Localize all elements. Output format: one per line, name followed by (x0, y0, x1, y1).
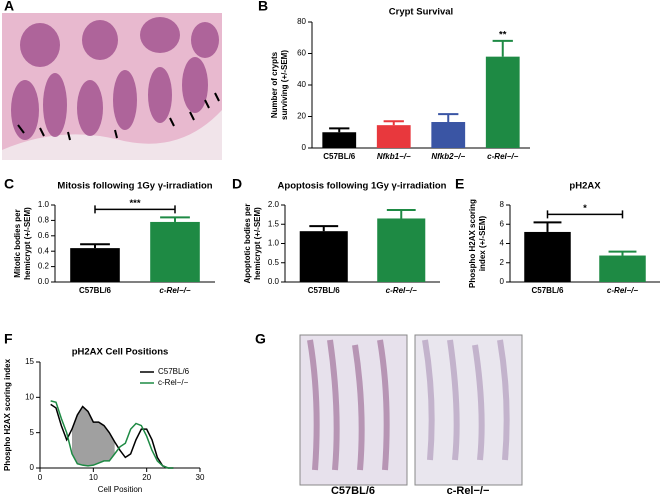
x-tick-label: c-Rel−/− (487, 152, 518, 161)
panel-label: C (4, 176, 14, 192)
chart-title: pH2AX Cell Positions (72, 347, 169, 358)
legend-label: C57BL/6 (158, 367, 190, 376)
y-tick-label: 40 (297, 80, 306, 89)
legend-label: c-Rel−/− (158, 378, 189, 387)
x-tick-label: c-Rel−/− (159, 286, 190, 295)
bar (431, 122, 466, 148)
y-tick-label: 4 (500, 239, 505, 248)
y-tick-label: 0.2 (38, 262, 50, 271)
bar (599, 255, 646, 282)
y-axis-label: hemicrypt (+/-SEM) (23, 207, 32, 280)
image-label: C57BL/6 (331, 485, 375, 497)
y-axis-label: surviving (+/-SEM) (280, 50, 289, 120)
panel-label: D (232, 176, 242, 192)
series-line (50, 400, 174, 469)
y-tick-label: 0.5 (268, 258, 280, 267)
micrograph-left (299, 334, 408, 486)
histology-image (2, 13, 222, 160)
bar (150, 221, 200, 282)
significance: * (583, 203, 587, 214)
y-tick-label: 10 (25, 392, 34, 401)
y-tick-label: 0.0 (268, 277, 280, 286)
y-tick-label: 2.0 (268, 200, 280, 209)
y-tick-label: 0 (500, 277, 505, 286)
y-tick-label: 0 (30, 463, 35, 472)
x-axis-label: Cell Position (98, 485, 142, 494)
chart-title: pH2AX (569, 181, 601, 192)
y-axis-label: Phospho H2AX scoring (468, 199, 477, 288)
y-axis-label: Mitotic bodies per (13, 209, 22, 277)
bracket (546, 210, 624, 219)
bar (322, 132, 357, 148)
significance: ** (499, 29, 507, 40)
x-tick-label: 10 (89, 473, 98, 482)
shaded-area (72, 406, 115, 466)
bar (485, 56, 520, 148)
y-tick-label: 20 (297, 112, 306, 121)
y-tick-label: 0.0 (38, 277, 50, 286)
x-tick-label: 0 (38, 473, 43, 482)
y-axis-label: hemicrypt (+/-SEM) (253, 207, 262, 280)
x-tick-label: C57BL/6 (79, 286, 112, 295)
y-tick-label: 5 (30, 428, 35, 437)
panel-label: E (455, 176, 464, 192)
x-tick-label: Nfkb1−/− (377, 152, 411, 161)
y-tick-label: 1.5 (268, 219, 280, 228)
panel-label: G (255, 331, 266, 347)
y-tick-label: 0 (302, 143, 307, 152)
y-axis-label: index (+/-SEM) (478, 215, 487, 271)
y-tick-label: 60 (297, 49, 306, 58)
y-tick-label: 0.4 (38, 246, 50, 255)
x-tick-label: C57BL/6 (323, 152, 356, 161)
y-axis-label: Phospho H2AX scoring index (3, 358, 12, 471)
y-tick-label: 0.8 (38, 216, 50, 225)
y-tick-label: 1.0 (268, 239, 280, 248)
panel-label: A (4, 0, 14, 14)
x-tick-label: C57BL/6 (531, 286, 564, 295)
micrograph-right (414, 334, 523, 486)
x-tick-label: C57BL/6 (308, 286, 341, 295)
bar (70, 248, 120, 282)
bar (377, 218, 426, 282)
x-tick-label: 20 (142, 473, 151, 482)
y-tick-label: 80 (297, 17, 306, 26)
x-tick-label: c-Rel−/− (386, 286, 417, 295)
y-axis-label: Number of crypts (270, 51, 279, 118)
chart-title: Crypt Survival (389, 7, 453, 18)
panel-label: F (4, 331, 13, 347)
panel-label: B (258, 0, 268, 14)
y-axis-label: Apoptotic bodies per (243, 204, 252, 284)
y-tick-label: 6 (500, 219, 505, 228)
x-tick-label: Nfkb2−/− (431, 152, 465, 161)
bar (524, 231, 571, 282)
y-tick-label: 15 (25, 357, 34, 366)
x-tick-label: c-Rel−/− (607, 286, 638, 295)
significance: *** (129, 198, 140, 209)
x-tick-label: 30 (196, 473, 205, 482)
chart-title: Apoptosis following 1Gy γ-irradiation (278, 181, 447, 192)
bar (299, 231, 348, 282)
series-line (50, 403, 174, 469)
y-tick-label: 0.6 (38, 231, 50, 240)
bar (376, 125, 411, 148)
chart-title: Mitosis following 1Gy γ-irradiation (57, 181, 212, 192)
y-tick-label: 1.0 (38, 200, 50, 209)
bracket (94, 205, 176, 214)
y-tick-label: 2 (500, 258, 505, 267)
y-tick-label: 8 (500, 200, 505, 209)
image-label: c-Rel−/− (447, 485, 490, 497)
